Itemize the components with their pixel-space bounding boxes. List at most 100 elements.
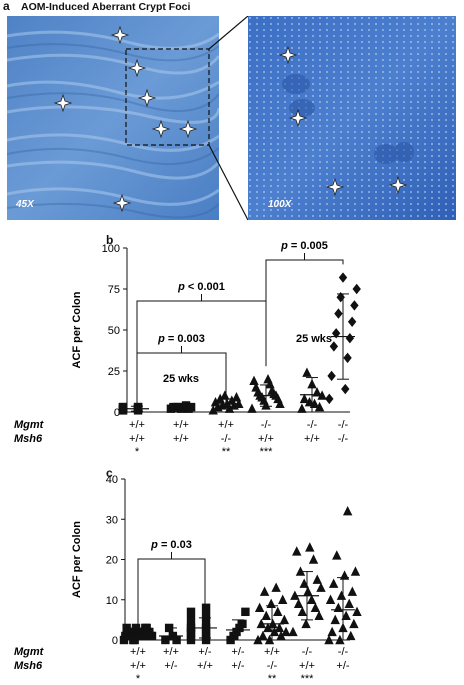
msh6-genotype-label: +/- xyxy=(164,660,177,672)
data-point xyxy=(251,382,261,392)
crypt-focus-markers xyxy=(53,25,408,213)
data-point xyxy=(299,393,310,404)
star-marker-icon xyxy=(151,119,171,139)
data-point xyxy=(310,602,321,612)
data-point xyxy=(324,634,334,645)
data-point xyxy=(241,607,250,617)
data-point xyxy=(297,606,308,617)
data-point xyxy=(328,578,339,588)
data-point xyxy=(325,594,336,604)
data-point xyxy=(331,328,341,339)
significance-bracket xyxy=(136,294,267,404)
star-marker-icon xyxy=(325,177,345,197)
y-tick-label: 0 xyxy=(112,635,118,647)
data-point xyxy=(338,272,348,283)
mgmt-genotype-label: +/+ xyxy=(163,646,179,658)
data-point xyxy=(275,398,285,408)
data-point xyxy=(131,623,141,633)
data-point xyxy=(292,546,302,556)
data-point xyxy=(238,619,247,629)
micrograph-100x: 100X xyxy=(248,16,456,220)
y-tick-label: 10 xyxy=(106,595,118,607)
data-point xyxy=(288,626,298,637)
panel-b-label: b xyxy=(106,233,114,247)
data-point xyxy=(279,614,290,625)
data-point xyxy=(346,630,356,641)
data-point xyxy=(265,378,275,389)
data-point xyxy=(118,402,128,412)
data-group xyxy=(325,272,361,405)
data-group xyxy=(247,374,285,413)
data-point xyxy=(312,387,322,397)
data-point xyxy=(293,598,304,608)
mgmt-genotype-label: +/- xyxy=(231,646,244,658)
data-point xyxy=(290,590,300,600)
data-point xyxy=(325,393,334,405)
star-marker-icon xyxy=(137,88,157,108)
msh6-genotype-label: +/+ xyxy=(129,433,145,445)
data-point xyxy=(308,554,319,564)
data-point xyxy=(231,392,242,402)
mgmt-genotype-label: -/- xyxy=(261,419,272,431)
significance-bracket xyxy=(265,253,344,367)
data-point xyxy=(339,570,350,580)
data-group xyxy=(297,367,327,413)
timepoint-label: 25 wks xyxy=(296,333,332,345)
magnification-label-100x: 100X xyxy=(268,199,292,210)
data-point xyxy=(329,341,339,352)
msh6-genotype-label: +/+ xyxy=(173,433,189,445)
data-point xyxy=(220,390,230,400)
p-value-label: p = 0.005 xyxy=(280,240,328,252)
data-group xyxy=(324,506,362,645)
data-point xyxy=(227,395,237,405)
star-marker-icon xyxy=(388,175,408,195)
data-point xyxy=(303,586,313,596)
data-point xyxy=(347,586,358,596)
data-point xyxy=(336,590,347,600)
y-tick-label: 100 xyxy=(102,243,120,255)
data-point xyxy=(139,627,149,637)
msh6-genotype-label: -/- xyxy=(267,660,278,672)
significance-note: ** xyxy=(222,446,231,458)
magnification-label-45x: 45X xyxy=(16,199,34,210)
data-point xyxy=(276,630,286,641)
significance-note: *** xyxy=(301,673,315,685)
data-point xyxy=(344,598,354,608)
y-tick-label: 50 xyxy=(108,325,120,337)
timepoint-label: 25 wks xyxy=(163,373,199,385)
data-point xyxy=(327,370,336,382)
data-point xyxy=(342,506,353,516)
data-point xyxy=(234,398,244,408)
data-point xyxy=(258,630,268,641)
row-label-msh6: Msh6 xyxy=(14,660,43,672)
data-point xyxy=(253,634,263,645)
msh6-genotype-label: -/- xyxy=(221,433,232,445)
data-point xyxy=(301,618,311,629)
data-point xyxy=(350,566,361,576)
data-point xyxy=(259,586,270,596)
p-value-label: p = 0.03 xyxy=(150,539,192,551)
mgmt-genotype-label: +/+ xyxy=(129,419,145,431)
star-marker-icon xyxy=(288,108,308,128)
significance-note: * xyxy=(136,673,141,685)
mgmt-genotype-label: +/+ xyxy=(218,419,234,431)
data-point xyxy=(341,610,351,621)
data-point xyxy=(263,622,273,633)
data-point xyxy=(314,610,324,621)
data-point xyxy=(334,308,343,319)
data-point xyxy=(274,622,285,633)
data-point xyxy=(273,606,283,617)
mgmt-genotype-label: -/- xyxy=(338,419,349,431)
data-point xyxy=(349,618,359,629)
significance-note: *** xyxy=(260,446,274,458)
star-marker-icon xyxy=(178,119,198,139)
data-group xyxy=(118,402,149,415)
panel-c-label: c xyxy=(106,466,113,480)
data-point xyxy=(208,405,218,415)
data-point xyxy=(332,550,342,560)
data-point xyxy=(263,374,273,384)
mgmt-genotype-label: -/- xyxy=(307,419,318,431)
significance-bracket xyxy=(137,552,206,624)
